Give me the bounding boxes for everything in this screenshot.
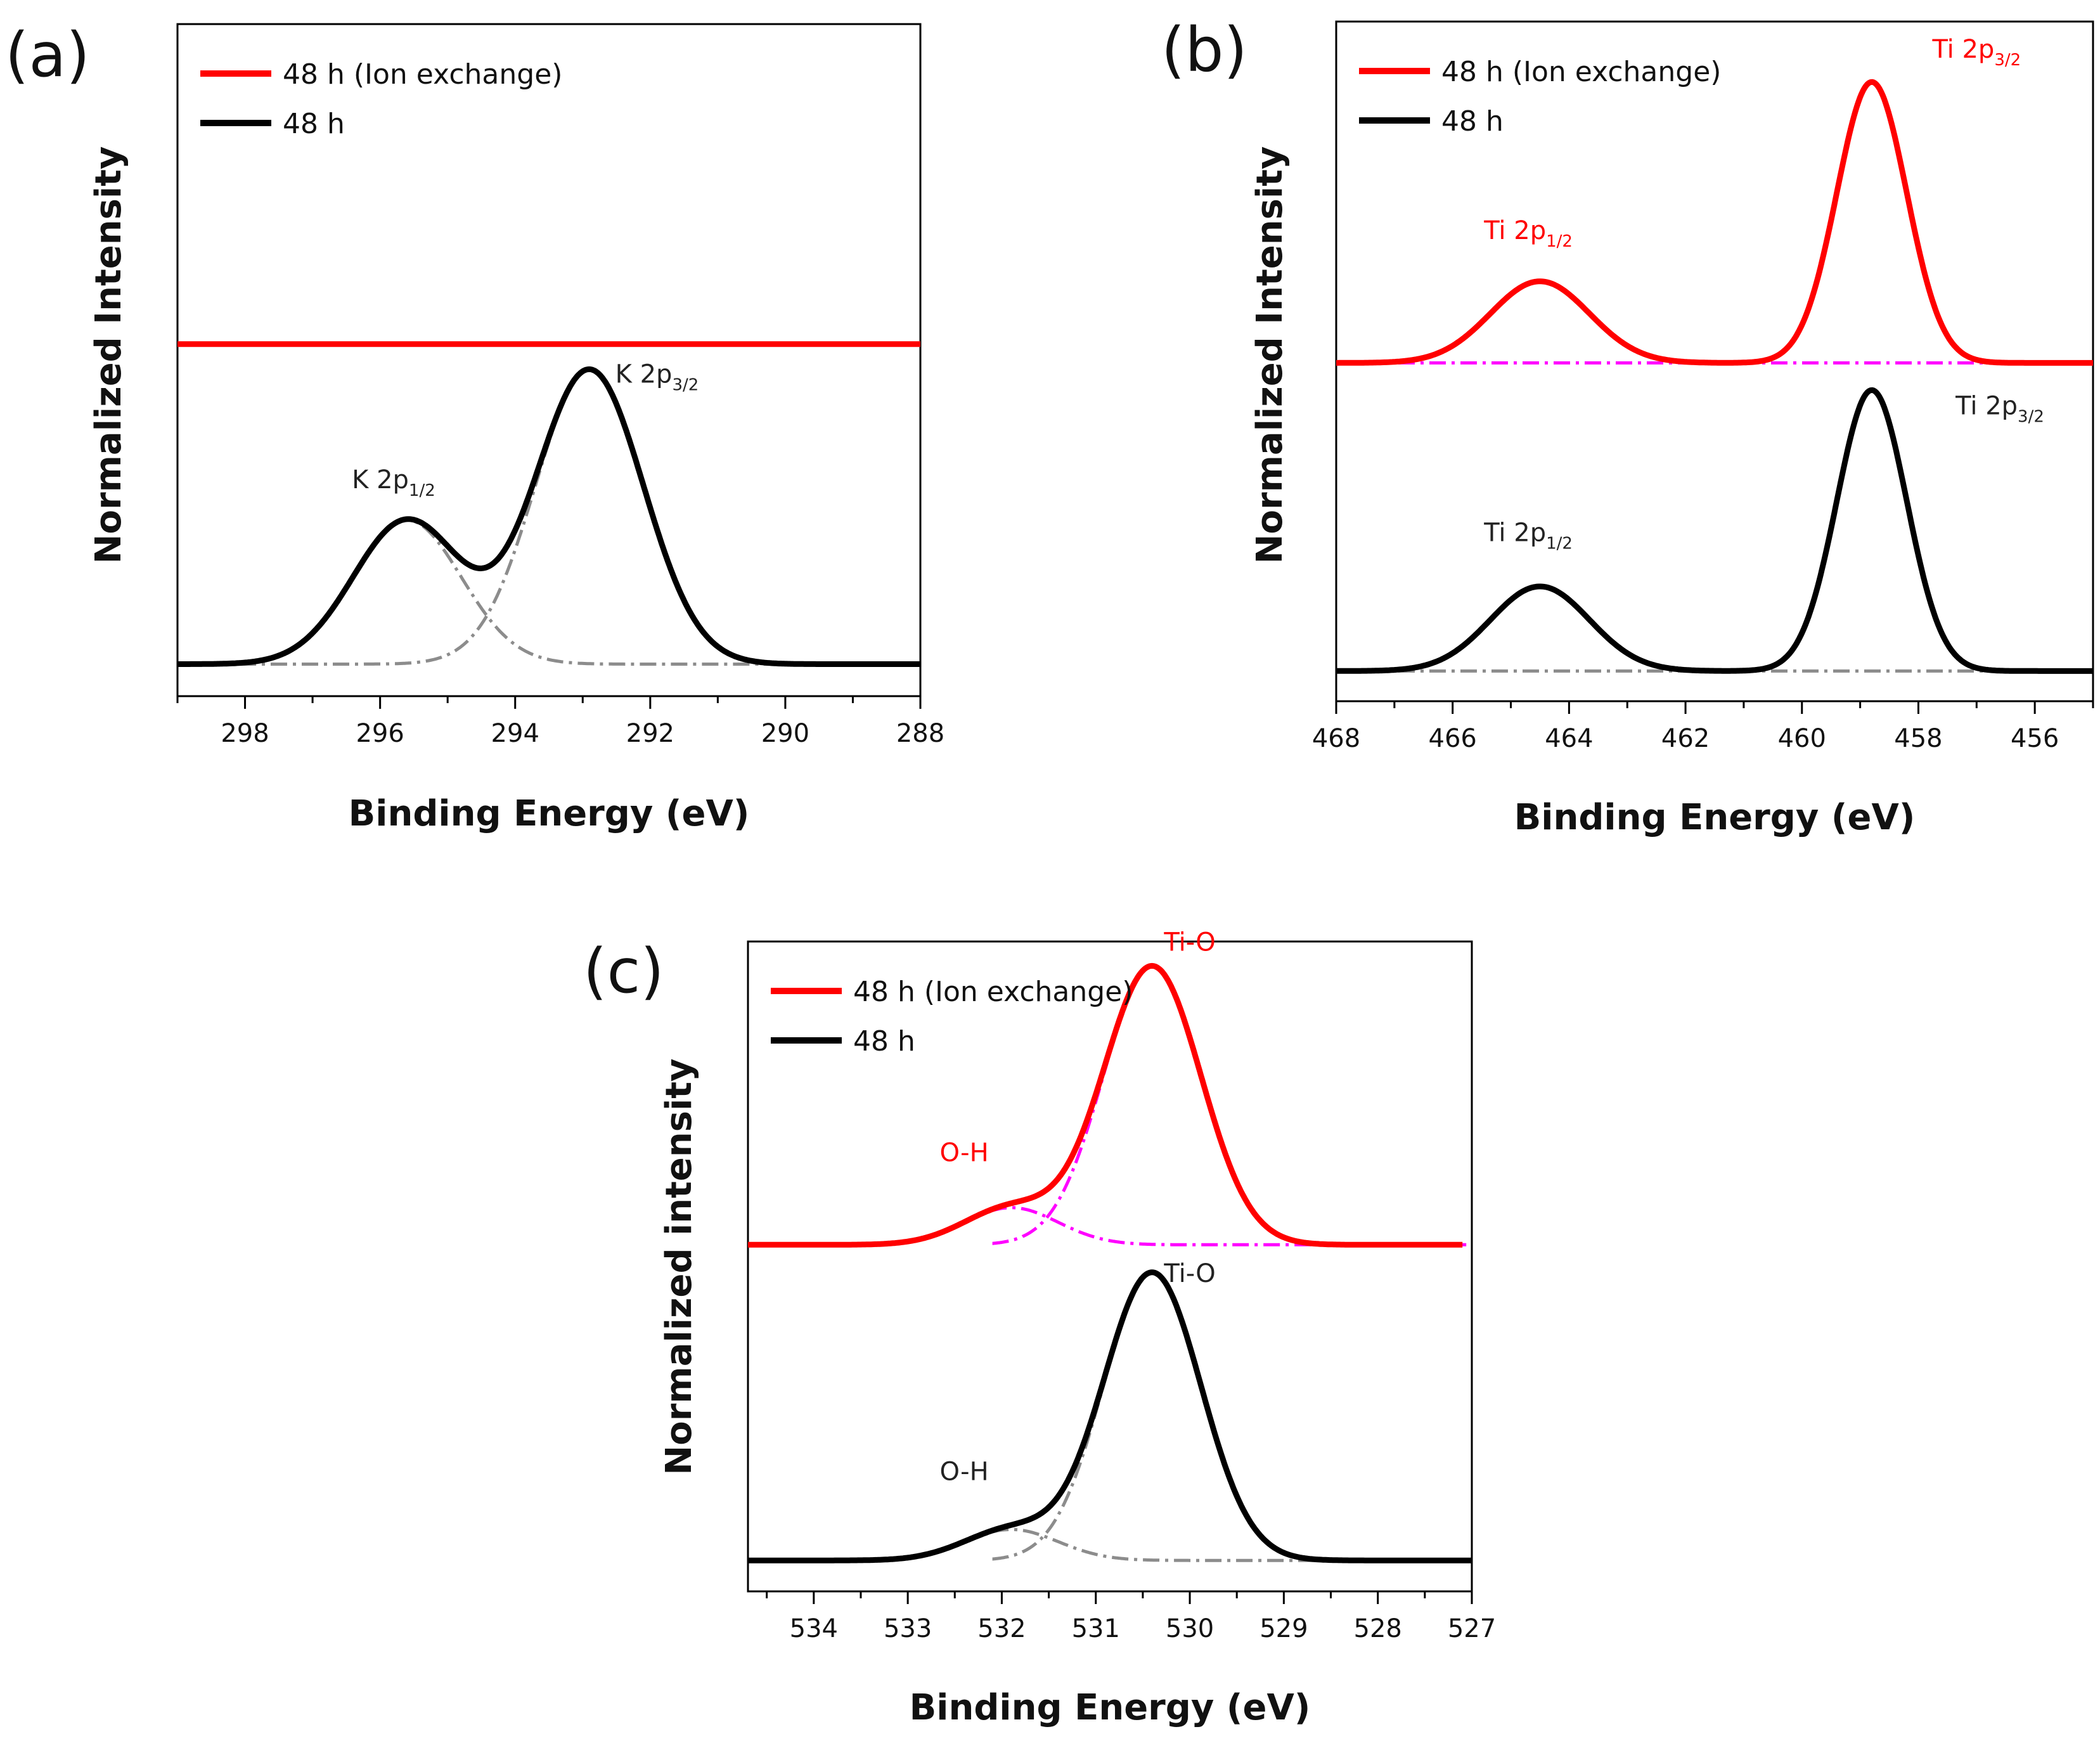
y-axis-title-a: Normalized Intensity xyxy=(88,146,129,564)
x-tick-label-c: 533 xyxy=(884,1614,932,1643)
legend-label-b: 48 h xyxy=(1441,105,1504,138)
panel-letter-b: (b) xyxy=(1161,15,1247,86)
series-line-b xyxy=(1334,387,2095,674)
peak-label-subscript-b: 3/2 xyxy=(2018,407,2044,426)
peak-label-subscript-b: 1/2 xyxy=(1546,232,1573,251)
x-tick-label-b: 464 xyxy=(1545,724,1593,753)
peak-label-c: O-H xyxy=(940,1139,989,1168)
plot-frame-a xyxy=(176,23,922,697)
x-tick-label-a: 298 xyxy=(221,719,269,748)
panel-letter-c: (c) xyxy=(583,936,664,1007)
x-tick-label-a: 292 xyxy=(626,719,674,748)
y-axis-title-c: Normalized intensity xyxy=(659,1058,700,1475)
x-tick-label-b: 458 xyxy=(1894,724,1942,753)
x-tick-label-a: 290 xyxy=(761,719,809,748)
fit-component-c xyxy=(748,1206,1472,1246)
peak-label-subscript-b: 1/2 xyxy=(1546,534,1573,553)
x-tick-label-b: 466 xyxy=(1429,724,1477,753)
peak-label-c: O-H xyxy=(940,1457,989,1486)
peak-label-subscript-a: 1/2 xyxy=(409,481,435,500)
plot-frame-c xyxy=(747,940,1473,1593)
x-tick-label-a: 294 xyxy=(491,719,539,748)
x-tick-label-c: 528 xyxy=(1354,1614,1402,1643)
x-tick-label-c: 532 xyxy=(977,1614,1026,1643)
x-axis-title-a: Binding Energy (eV) xyxy=(349,793,750,834)
peak-label-c: Ti-O xyxy=(1163,1259,1215,1288)
series-line-c xyxy=(746,1269,1474,1563)
series-line-a xyxy=(176,366,922,667)
x-tick-label-a: 288 xyxy=(896,719,944,748)
series-line-c xyxy=(746,962,1464,1248)
legend-label-b: 48 h (Ion exchange) xyxy=(1441,56,1721,88)
x-tick-label-c: 531 xyxy=(1072,1614,1120,1643)
x-tick-label-b: 460 xyxy=(1778,724,1826,753)
series-line-b xyxy=(1334,79,2095,366)
chart-panel-c: 534 533 532 531 530 529 528 527 Binding Energy (… xyxy=(583,928,1496,1728)
x-tick-label-c: 527 xyxy=(1448,1614,1496,1643)
peak-label-subscript-a: 3/2 xyxy=(672,375,699,394)
x-tick-label-c: 530 xyxy=(1166,1614,1214,1643)
legend-label-a: 48 h xyxy=(283,108,345,140)
peak-label-c: Ti-O xyxy=(1163,928,1215,957)
x-tick-label-c: 534 xyxy=(790,1614,838,1643)
peak-label-subscript-b: 3/2 xyxy=(1994,51,2021,70)
legend-label-a: 48 h (Ion exchange) xyxy=(283,58,562,91)
y-axis-title-b: Normalized Intensity xyxy=(1249,146,1291,564)
legend-label-c: 48 h (Ion exchange) xyxy=(853,976,1133,1008)
chart-panel-a: 298 296 294 292 290 288 Binding Energy (eV) Nor… xyxy=(5,20,944,834)
peak-label-b: Ti 2p1/2 xyxy=(1483,518,1573,553)
legend-label-c: 48 h xyxy=(853,1025,915,1058)
panel-letter-a: (a) xyxy=(5,20,90,91)
x-tick-label-b: 462 xyxy=(1661,724,1710,753)
x-tick-label-a: 296 xyxy=(356,719,404,748)
x-tick-label-b: 456 xyxy=(2011,724,2059,753)
x-axis-title-b: Binding Energy (eV) xyxy=(1514,797,1916,838)
x-tick-label-b: 468 xyxy=(1312,724,1360,753)
x-tick-label-c: 529 xyxy=(1259,1614,1308,1643)
x-axis-title-c: Binding Energy (eV) xyxy=(910,1687,1311,1728)
